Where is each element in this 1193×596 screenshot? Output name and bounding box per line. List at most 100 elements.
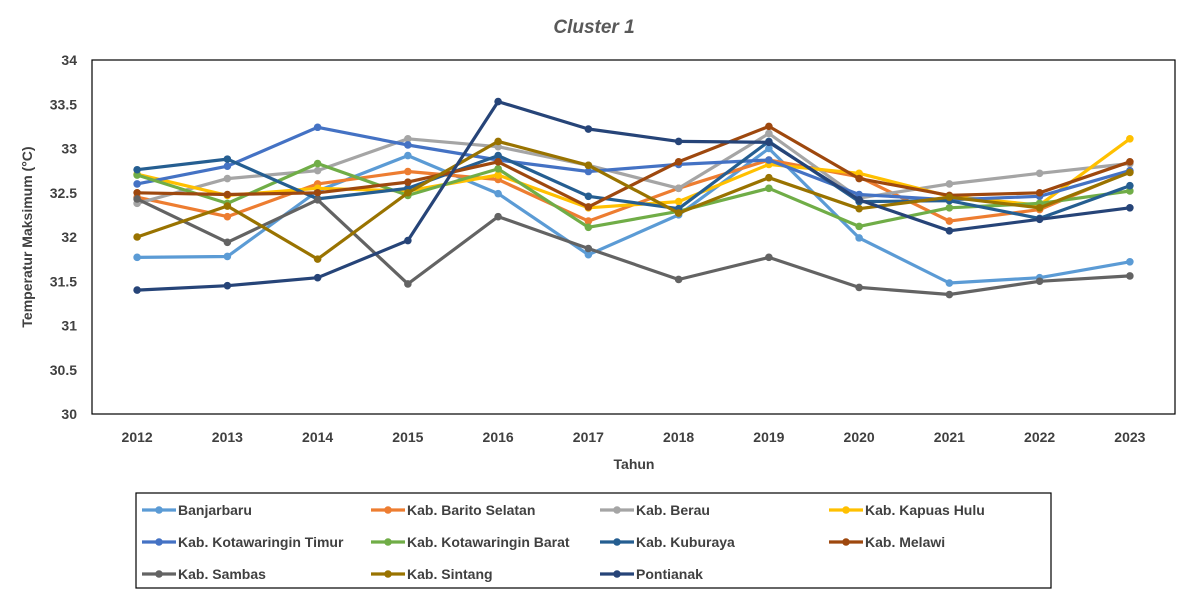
plot-area — [91, 59, 1176, 415]
series-pontianak — [133, 97, 1134, 294]
data-point — [404, 188, 412, 197]
series-kab-melawi — [133, 122, 1134, 211]
data-point — [1126, 157, 1134, 166]
data-point — [223, 190, 232, 199]
data-point — [855, 174, 863, 183]
data-point — [945, 227, 954, 235]
data-point — [584, 244, 593, 253]
y-axis-label: Temperatur Maksimum (°C) — [19, 146, 35, 327]
data-point — [945, 203, 954, 212]
x-tick-label: 2019 — [753, 429, 784, 445]
data-point — [584, 192, 593, 201]
data-point — [133, 195, 141, 203]
y-tick-label: 33 — [61, 141, 77, 157]
data-point — [494, 137, 502, 146]
data-point — [765, 253, 773, 262]
y-tick-label: 34 — [61, 52, 77, 68]
data-point — [494, 97, 502, 106]
legend-swatch-marker — [613, 506, 621, 514]
data-point — [1035, 188, 1044, 197]
data-point — [313, 123, 322, 132]
data-point — [313, 255, 322, 263]
data-point — [1126, 181, 1134, 190]
series-line — [136, 161, 1131, 229]
legend-swatch-marker — [155, 506, 163, 514]
data-point — [404, 151, 412, 160]
legend-item: Kab. Berau — [600, 502, 710, 518]
y-tick-label: 32 — [61, 229, 77, 245]
series-kab-sintang — [133, 137, 1134, 263]
data-point — [1126, 257, 1134, 266]
data-point — [313, 159, 322, 168]
data-point — [584, 167, 593, 176]
data-point — [313, 166, 322, 175]
data-point — [494, 212, 502, 221]
data-point — [133, 171, 141, 179]
x-tick-label: 2014 — [302, 429, 333, 445]
x-axis-ticks: 2012 2013 2014 2015 2016 2017 2018 2019 2020 2021… — [122, 429, 1146, 445]
data-point — [1126, 168, 1134, 177]
data-point — [945, 180, 954, 188]
legend-item: Kab. Kotawaringin Timur — [142, 534, 344, 550]
y-tick-label: 30.5 — [50, 362, 77, 378]
data-point — [133, 253, 141, 262]
data-point — [223, 238, 232, 247]
data-point — [584, 223, 593, 232]
series-line — [137, 146, 1131, 285]
x-tick-label: 2016 — [483, 429, 514, 445]
data-point — [223, 174, 232, 183]
x-tick-label: 2018 — [663, 429, 694, 445]
x-tick-label: 2020 — [844, 429, 875, 445]
x-tick-label: 2023 — [1114, 429, 1145, 445]
data-point — [674, 137, 683, 146]
data-point — [674, 184, 683, 193]
data-point — [133, 165, 141, 174]
legend-swatch-marker — [842, 506, 850, 514]
data-point — [1035, 169, 1044, 178]
data-point — [1126, 187, 1134, 195]
data-point — [223, 202, 232, 210]
legend-item: Kab. Melawi — [829, 534, 945, 550]
x-tick-label: 2012 — [122, 429, 153, 445]
data-point — [133, 233, 141, 241]
legend-label: Kab. Berau — [636, 502, 710, 518]
data-point — [945, 279, 954, 287]
data-point — [494, 151, 502, 160]
legend-swatch-marker — [155, 570, 163, 578]
data-point — [223, 212, 232, 221]
legend-label: Kab. Barito Selatan — [407, 502, 535, 518]
data-point — [855, 283, 863, 292]
x-tick-label: 2015 — [392, 429, 423, 445]
data-point — [133, 188, 141, 197]
data-point — [223, 155, 232, 163]
data-point — [223, 252, 232, 261]
data-point — [674, 275, 683, 284]
series-line — [136, 197, 1130, 297]
data-point — [313, 273, 322, 282]
legend-swatch-marker — [842, 538, 850, 546]
data-point — [765, 184, 773, 193]
x-tick-label: 2017 — [573, 429, 604, 445]
legend-item: Kab. Barito Selatan — [371, 502, 535, 518]
data-point — [1035, 203, 1044, 212]
data-point — [855, 169, 863, 178]
data-point — [584, 217, 593, 225]
data-point — [494, 171, 502, 179]
legend-label: Kab. Kapuas Hulu — [865, 502, 985, 518]
data-point — [133, 180, 141, 188]
data-point — [765, 156, 773, 164]
legend-swatch-marker — [613, 570, 621, 578]
legend-item: Kab. Kotawaringin Barat — [371, 534, 570, 550]
legend-label: Pontianak — [636, 566, 703, 582]
y-tick-label: 31 — [61, 318, 77, 334]
legend: Banjarbaru Kab. Barito Selatan Kab. Berau K… — [142, 502, 985, 582]
data-point — [765, 144, 773, 153]
legend-label: Kab. Sambas — [178, 566, 266, 582]
data-point — [313, 188, 322, 197]
legend-item: Kab. Sintang — [371, 566, 493, 582]
x-axis-label: Tahun — [614, 456, 655, 472]
data-point — [133, 286, 141, 294]
chart-title: Cluster 1 — [553, 17, 634, 38]
data-point — [855, 196, 863, 204]
